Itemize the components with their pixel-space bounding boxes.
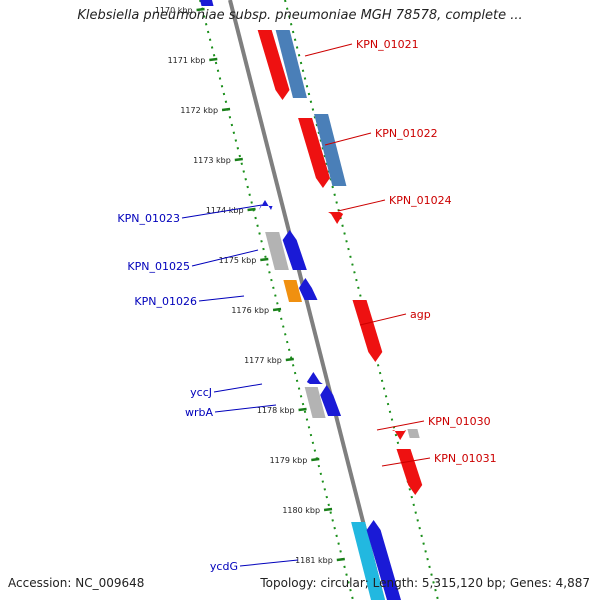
gene-label-right: KPN_01030 — [428, 415, 491, 428]
gene-label-left: KPN_01025 — [127, 260, 190, 273]
gene-kpn-01021-red — [257, 30, 290, 100]
gene-kpn-01022-steel — [314, 114, 347, 186]
gene-label-right: agp — [410, 308, 431, 321]
ruler-label: 1174 kbp — [206, 206, 244, 215]
right-leader-line — [359, 313, 407, 326]
gene-label-right: KPN_01022 — [375, 127, 438, 140]
gene-yccj — [306, 372, 323, 384]
gene-kpn-01023 — [259, 200, 273, 210]
ruler-label: 1170 kbp — [155, 6, 193, 15]
map-title: Klebsiella pneumoniae subsp. pneumoniae … — [77, 8, 523, 23]
ruler-tick — [285, 357, 294, 362]
ruler-tick — [336, 557, 345, 562]
gene-kpn-01031 — [396, 449, 423, 495]
ruler-label: 1181 kbp — [295, 556, 333, 565]
gene-kpn-01030-grey — [407, 429, 420, 438]
ruler-tick — [272, 307, 282, 312]
gene-kpn-01026-blue — [298, 278, 318, 300]
gene-label-right: KPN_01021 — [356, 38, 419, 51]
left-leader-line — [181, 204, 263, 219]
gene-label-left: wrbA — [185, 406, 214, 419]
gene-label-right: KPN_01024 — [389, 194, 452, 207]
ruler-label: 1179 kbp — [270, 456, 308, 465]
left-leader-line — [214, 404, 277, 413]
accession-label: Accession: NC_009648 — [8, 576, 145, 590]
right-leader-line — [337, 199, 386, 212]
right-leader-line — [381, 457, 431, 467]
gene-label-left: yccJ — [190, 386, 212, 399]
right-leader-line — [304, 43, 353, 57]
gene-kpn-01024 — [328, 212, 344, 224]
left-leader-line — [213, 383, 263, 393]
ruler-tick — [234, 157, 243, 162]
gene-label-left: KPN_01026 — [134, 295, 197, 308]
gene-agp — [352, 300, 383, 362]
ruler-tick — [260, 257, 269, 262]
ruler-label: 1178 kbp — [257, 406, 295, 415]
ruler-tick — [323, 507, 333, 512]
gene-kpn-01030-red — [391, 430, 407, 440]
ruler-tick — [298, 407, 307, 412]
gene-wrba-blue — [320, 385, 342, 416]
ruler-label: 1175 kbp — [219, 256, 257, 265]
gene-kpn-01026-orange — [283, 280, 303, 302]
gene-label-left: KPN_01023 — [117, 212, 180, 225]
ruler-label: 1180 kbp — [282, 506, 320, 515]
ruler-label: 1176 kbp — [231, 306, 269, 315]
left-leader-line — [198, 295, 245, 302]
ruler-tick — [196, 7, 205, 12]
gene-kpn-01025-grey — [265, 232, 289, 270]
ruler-label: 1173 kbp — [193, 156, 231, 165]
ruler-label: 1171 kbp — [168, 56, 206, 65]
ruler-tick — [311, 457, 320, 462]
ruler-label: 1177 kbp — [244, 356, 282, 365]
ruler-tick — [221, 107, 231, 112]
gene-ycdg-cyan — [351, 522, 385, 600]
ruler-tick — [209, 57, 218, 62]
gene-kpn-01025-blue — [282, 230, 307, 270]
gene-kpn-01021-steel — [275, 30, 307, 98]
gene-kpn-01022-red — [298, 118, 330, 188]
gene-label-right: KPN_01031 — [434, 452, 497, 465]
left-leader-line — [239, 559, 299, 567]
gene-label-left: ycdG — [210, 560, 238, 573]
gene-top-clipped — [200, 0, 214, 6]
summary-label: Topology: circular; Length: 5,315,120 bp… — [260, 576, 590, 590]
gene-ycdg-blue — [366, 520, 401, 600]
right-leader-line — [376, 420, 425, 431]
ruler-label: 1172 kbp — [180, 106, 218, 115]
right-leader-line — [324, 132, 372, 146]
ruler-tick — [247, 207, 256, 212]
left-leader-line — [191, 249, 259, 267]
gene-wrba-grey — [304, 387, 326, 418]
